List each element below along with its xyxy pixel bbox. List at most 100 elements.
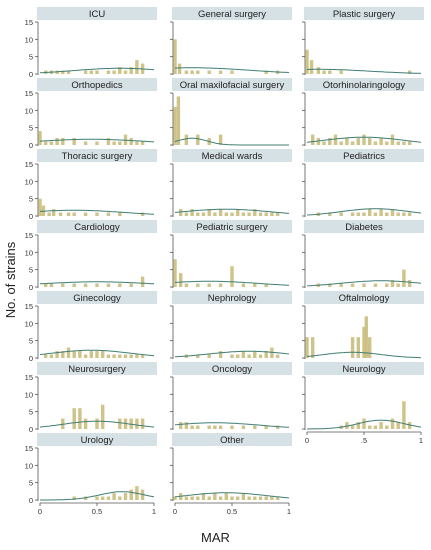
bar bbox=[247, 496, 251, 500]
panel-title: Oral maxilofacial surgery bbox=[180, 80, 285, 91]
panel-title: Oncology bbox=[212, 364, 252, 375]
bar bbox=[373, 141, 378, 145]
bar bbox=[407, 70, 412, 74]
bar bbox=[106, 138, 111, 145]
bar bbox=[135, 354, 139, 358]
panel-title: Diabetes bbox=[345, 222, 383, 233]
bar bbox=[396, 283, 400, 287]
bar bbox=[129, 138, 133, 145]
panel-header bbox=[304, 78, 424, 91]
panel-header bbox=[172, 433, 292, 446]
panel-header bbox=[37, 149, 157, 162]
panel-header bbox=[37, 362, 157, 375]
bar bbox=[118, 212, 122, 216]
bar bbox=[207, 283, 211, 287]
panel-title: Ginecology bbox=[73, 293, 121, 304]
panel-title: Neurology bbox=[342, 364, 386, 375]
bar bbox=[379, 422, 383, 429]
panel-neurology: Neurology 0 .5 1 bbox=[302, 362, 424, 445]
bar bbox=[66, 70, 71, 74]
bar bbox=[95, 351, 99, 358]
bar bbox=[305, 337, 309, 358]
y-tick-label: 0 bbox=[29, 354, 33, 363]
bar bbox=[83, 283, 88, 287]
bar bbox=[253, 351, 257, 358]
y-tick-label: 0 bbox=[29, 425, 33, 434]
bar bbox=[196, 283, 200, 287]
bar bbox=[264, 496, 268, 500]
panel-title: Oftalmology bbox=[339, 293, 390, 304]
y-tick-label: 10 bbox=[25, 248, 33, 257]
bar bbox=[61, 70, 65, 74]
bar bbox=[118, 418, 122, 429]
bar bbox=[95, 70, 99, 74]
bar bbox=[196, 496, 200, 500]
panel-header bbox=[304, 7, 424, 20]
panel-title: Cardiology bbox=[74, 222, 120, 233]
panel-header bbox=[304, 291, 424, 304]
panel-header bbox=[172, 7, 292, 20]
density-curve bbox=[174, 350, 290, 358]
bar bbox=[129, 67, 133, 74]
y-tick-label: 5 bbox=[29, 53, 33, 62]
y-tick-label: 15 bbox=[25, 302, 33, 311]
bar bbox=[230, 266, 234, 287]
bar bbox=[179, 209, 183, 216]
panel-header bbox=[172, 149, 292, 162]
bar bbox=[213, 212, 217, 216]
panel-urology: Urology 0 5 10 15 0 0.5 1 bbox=[25, 433, 157, 516]
panel-header bbox=[37, 78, 157, 91]
panel-other: Other 0 0.5 1 bbox=[170, 433, 292, 516]
bar bbox=[95, 418, 99, 429]
density-curve bbox=[174, 280, 290, 286]
density-curve bbox=[306, 351, 422, 359]
panel-title: Pediatrics bbox=[343, 151, 385, 162]
bar bbox=[345, 422, 349, 429]
bar bbox=[196, 354, 200, 358]
bar bbox=[275, 496, 280, 500]
bar bbox=[47, 212, 51, 216]
bar bbox=[390, 209, 395, 216]
y-tick-label: 0 bbox=[29, 496, 33, 505]
bar bbox=[61, 138, 65, 145]
bar bbox=[123, 493, 128, 500]
panel-plastic-surgery: Plastic surgery bbox=[302, 7, 424, 75]
bar bbox=[311, 134, 315, 145]
bar bbox=[230, 354, 234, 358]
bar bbox=[270, 496, 274, 500]
bar bbox=[55, 351, 59, 358]
bar bbox=[402, 269, 406, 287]
bar bbox=[83, 354, 88, 358]
bar bbox=[385, 212, 389, 216]
bar bbox=[311, 337, 315, 358]
panel-title: Plastic surgery bbox=[333, 9, 396, 20]
bar bbox=[309, 60, 314, 74]
bar bbox=[112, 70, 116, 74]
bar bbox=[83, 70, 88, 74]
bar bbox=[236, 209, 240, 216]
bar bbox=[72, 496, 76, 500]
panel-title: Neurosurgery bbox=[68, 364, 126, 375]
y-tick-label: 10 bbox=[25, 461, 33, 470]
bar bbox=[179, 422, 183, 429]
y-tick-label: 15 bbox=[25, 444, 33, 453]
panel-header bbox=[172, 362, 292, 375]
bar bbox=[368, 425, 372, 429]
y-axis-title: No. of strains bbox=[3, 241, 18, 318]
bar bbox=[66, 212, 71, 216]
y-tick-label: 0 bbox=[29, 141, 33, 150]
bar bbox=[258, 212, 263, 216]
bar bbox=[264, 351, 268, 358]
bar bbox=[241, 493, 246, 500]
bar bbox=[350, 283, 355, 287]
panel-title: Thoracic surgery bbox=[62, 151, 133, 162]
bar bbox=[368, 138, 372, 145]
bar bbox=[207, 425, 211, 429]
bar bbox=[253, 283, 257, 287]
bar bbox=[83, 418, 88, 429]
bar bbox=[407, 422, 412, 429]
density-curve bbox=[174, 137, 289, 146]
bar bbox=[177, 63, 182, 74]
panel-icu: ICU 0 5 10 15 bbox=[25, 7, 157, 79]
bar bbox=[106, 354, 111, 358]
